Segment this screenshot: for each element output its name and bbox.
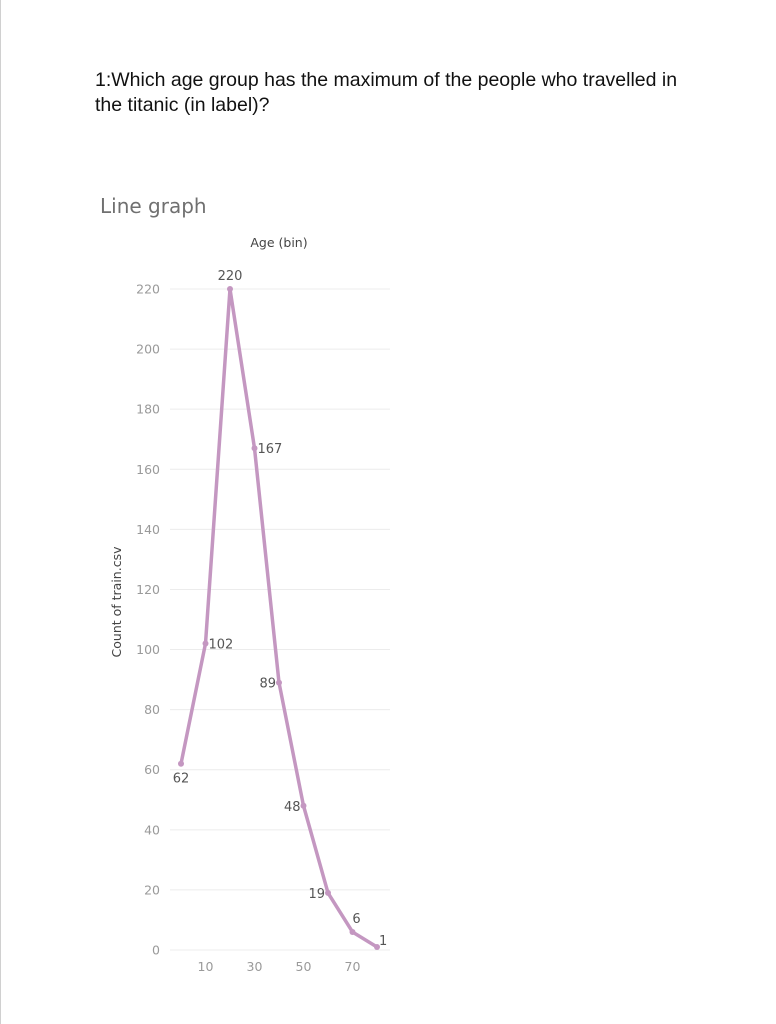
gridlines <box>170 288 390 951</box>
series-line <box>179 287 379 949</box>
data-label: 220 <box>218 269 243 284</box>
data-label: 6 <box>352 912 360 927</box>
x-tick-label: 70 <box>345 959 361 974</box>
data-label: 19 <box>308 887 325 902</box>
y-tick-label: 20 <box>144 882 160 897</box>
y-tick-label: 60 <box>144 762 160 777</box>
data-point <box>202 640 209 647</box>
data-labels: 62 102 220 167 89 48 19 6 1 <box>173 269 388 949</box>
data-point <box>178 760 184 767</box>
chart-caption: Line graph <box>100 194 207 218</box>
y-tick-label: 40 <box>144 822 160 837</box>
y-tick-label: 0 <box>152 943 160 958</box>
data-label: 48 <box>284 800 301 815</box>
data-point <box>227 286 233 292</box>
y-tick-label: 180 <box>136 402 160 417</box>
x-axis-title: Age (bin) <box>250 235 307 250</box>
y-tick-label: 220 <box>136 282 160 297</box>
data-point <box>349 928 356 935</box>
y-axis-ticks: 0 20 40 60 80 100 120 140 160 180 200 220 <box>136 282 160 958</box>
data-points <box>178 286 380 950</box>
x-tick-label: 50 <box>296 959 312 974</box>
y-tick-label: 160 <box>136 462 160 477</box>
data-point <box>300 802 307 809</box>
data-label: 89 <box>259 677 276 692</box>
y-axis-title: Count of train.csv <box>109 546 124 658</box>
y-tick-label: 120 <box>136 582 160 597</box>
data-label: 167 <box>258 442 283 457</box>
data-point <box>251 445 258 452</box>
question-text: 1:Which age group has the maximum of the… <box>95 69 678 116</box>
data-point <box>325 889 331 896</box>
left-border <box>0 0 1 1024</box>
data-label: 62 <box>173 772 190 787</box>
y-tick-label: 200 <box>136 342 160 357</box>
data-label: 1 <box>379 934 387 949</box>
x-tick-label: 10 <box>198 959 214 974</box>
data-label: 102 <box>209 638 234 653</box>
data-point <box>374 943 380 950</box>
x-tick-label: 30 <box>247 959 263 974</box>
x-axis-ticks: 10 30 50 70 <box>198 959 361 974</box>
y-tick-label: 80 <box>144 702 160 717</box>
y-tick-label: 140 <box>136 522 160 537</box>
data-point <box>276 679 282 686</box>
y-tick-label: 100 <box>136 642 160 657</box>
